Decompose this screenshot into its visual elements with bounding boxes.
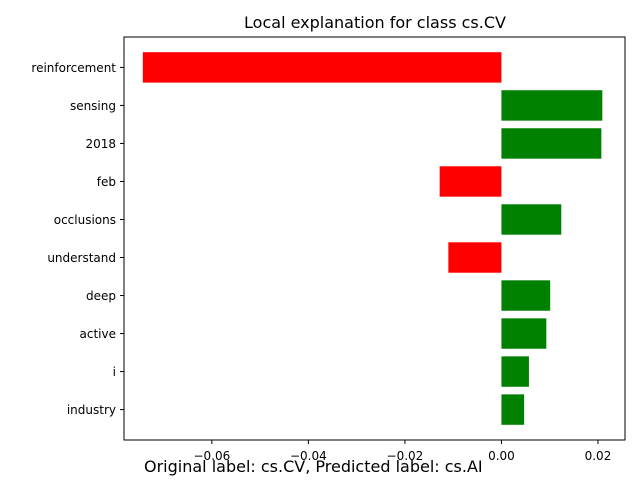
y-tick-label: feb: [97, 175, 116, 189]
x-tick-label: 0.00: [488, 449, 515, 463]
x-ticks: −0.06 −0.04 −0.02 0.00 0.02: [193, 440, 611, 463]
bar-feb: [439, 166, 502, 197]
y-tick-label: deep: [86, 289, 116, 303]
y-tick-label: occlusions: [54, 213, 116, 227]
y-tick-label: 2018: [85, 137, 116, 151]
y-tick-labels: reinforcement sensing 2018 feb occlusions und…: [31, 61, 124, 417]
bar-sensing: [501, 90, 603, 121]
x-tick-label: −0.06: [193, 449, 230, 463]
bar-industry: [501, 394, 525, 425]
y-tick-label: understand: [47, 251, 116, 265]
bar-active: [501, 318, 547, 349]
bar-occlusions: [501, 204, 562, 235]
y-tick-label: i: [113, 365, 116, 379]
y-tick-label: industry: [67, 403, 116, 417]
y-tick-label: active: [80, 327, 116, 341]
x-tick-label: 0.02: [585, 449, 612, 463]
bar-understand: [448, 242, 502, 273]
plot-frame: [123, 36, 626, 441]
x-tick-label: −0.04: [290, 449, 327, 463]
bar-2018: [501, 128, 602, 159]
bar-deep: [501, 280, 551, 311]
chart-title: Local explanation for class cs.CV: [244, 13, 506, 32]
y-tick-label: sensing: [70, 99, 116, 113]
y-tick-label: reinforcement: [31, 61, 116, 75]
bar-i: [501, 356, 529, 387]
bar-reinforcement: [142, 52, 502, 83]
bars-group: [142, 52, 603, 425]
label-caption: Original label: cs.CV, Predicted label: …: [144, 457, 483, 476]
x-tick-label: −0.02: [387, 449, 424, 463]
